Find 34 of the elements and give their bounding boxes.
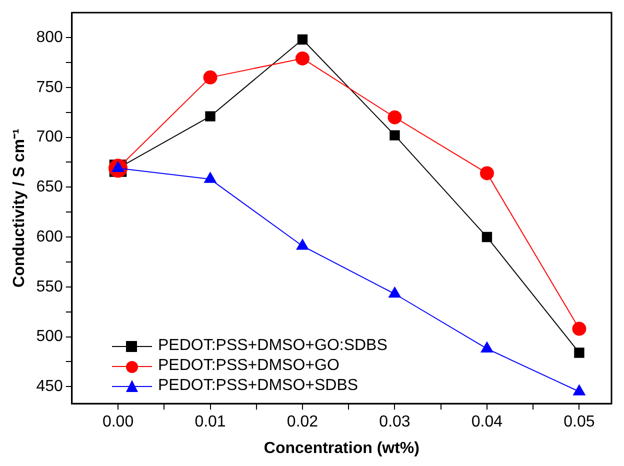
legend-label: PEDOT:PSS+DMSO+GO [158,357,340,375]
point [297,34,308,45]
x-tick-label: 0.03 [379,414,410,431]
x-tick-label: 0.02 [286,414,318,431]
y-tick-label: 600 [36,228,63,246]
y-tick-label: 800 [36,28,63,46]
x-tick-label: 0.01 [194,414,226,431]
y-axis-title: Conductivity / S cm⁻¹ [11,128,28,288]
legend-label: PEDOT:PSS+DMSO+SDBS [158,377,358,395]
point [480,166,494,180]
y-tick-label: 450 [36,378,63,396]
point [388,286,401,298]
point [572,322,586,336]
point [574,348,584,358]
x-tick-label: 0.00 [102,414,134,431]
point [573,384,586,396]
point [482,232,492,242]
y-tick-label: 650 [36,178,63,196]
point [295,51,310,66]
point [205,111,216,122]
point [390,130,400,140]
point [388,110,402,124]
y-tick-label: 500 [36,328,63,346]
point [204,172,216,183]
x-axis-title: Concentration (wt%) [264,440,420,457]
point [480,342,494,352]
x-tick-label: 0.05 [564,414,595,431]
point [296,239,309,250]
y-tick-label: 550 [36,278,63,296]
y-tick-label: 750 [36,78,63,96]
y-tick-label: 700 [36,128,63,146]
legend-label: PEDOT:PSS+DMSO+GO:SDBS [158,337,388,355]
point [203,70,218,84]
x-tick-label: 0.04 [471,414,503,431]
